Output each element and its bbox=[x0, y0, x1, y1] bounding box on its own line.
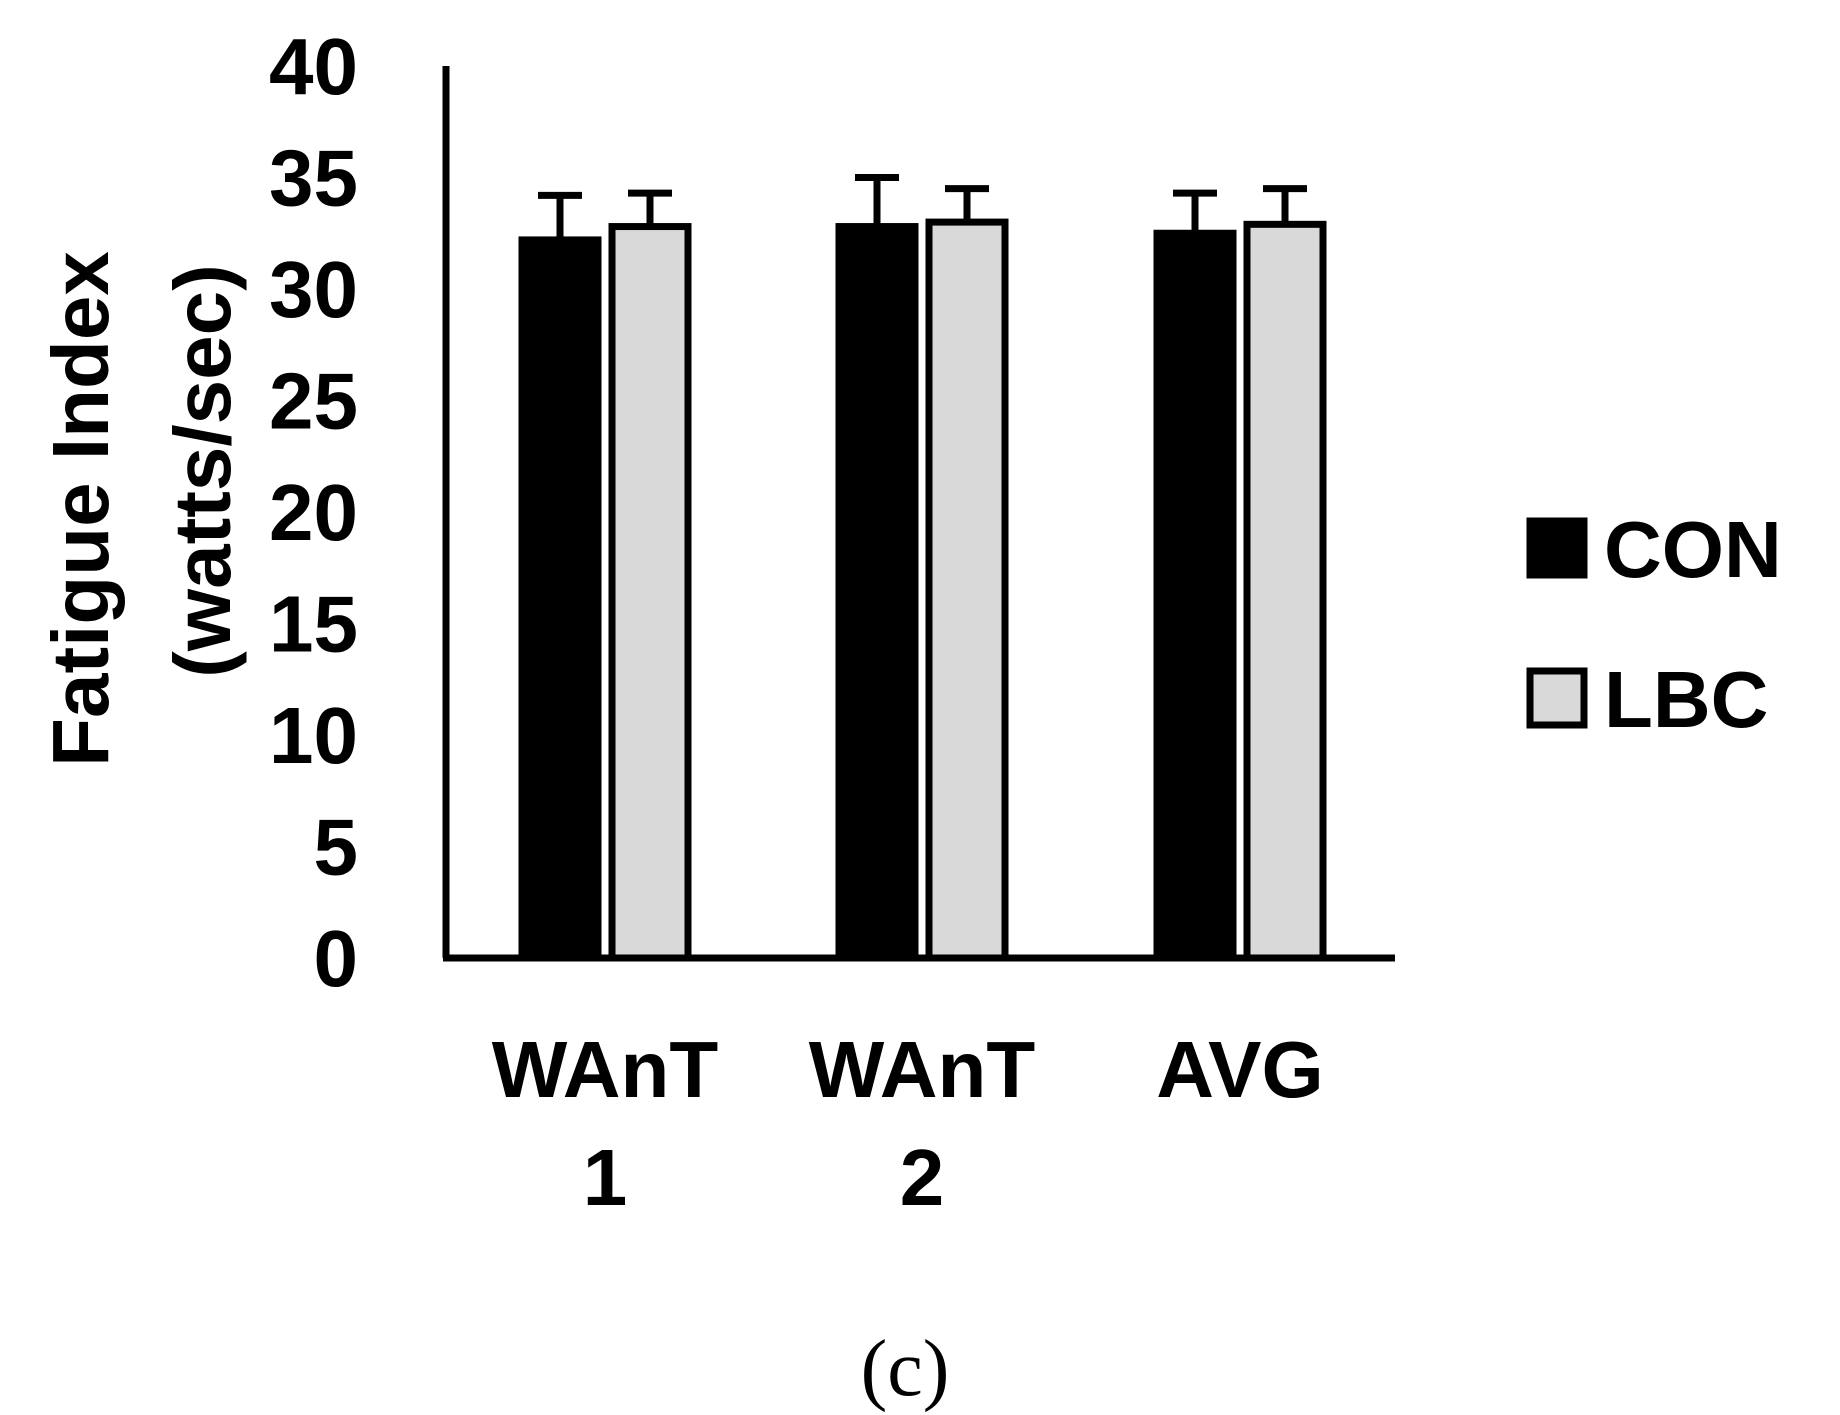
x-tick-label: WAnT bbox=[492, 1025, 719, 1114]
bar-lbc-3 bbox=[1243, 220, 1327, 962]
y-tick-label: 15 bbox=[269, 580, 358, 669]
y-axis-title-line1: Fatigue Index bbox=[36, 251, 125, 767]
legend-swatch-con bbox=[1526, 517, 1588, 579]
x-tick-label: 1 bbox=[583, 1133, 628, 1222]
error-bars bbox=[538, 174, 1307, 240]
x-tick-label: 2 bbox=[900, 1133, 945, 1222]
legend: CON LBC bbox=[1526, 505, 1782, 744]
x-tick-label: AVG bbox=[1156, 1025, 1323, 1114]
y-tick-label: 10 bbox=[269, 691, 358, 780]
y-axis-title-line2: (watts/sec) bbox=[158, 264, 247, 677]
bar-lbc-2 bbox=[925, 218, 1009, 962]
legend-label-lbc: LBC bbox=[1604, 655, 1768, 744]
legend-swatch-lbc bbox=[1526, 667, 1588, 729]
x-tick-labels: WAnT 1 WAnT 2 AVG bbox=[492, 1025, 1324, 1222]
y-tick-label: 0 bbox=[314, 914, 359, 1003]
legend-label-con: CON bbox=[1604, 505, 1782, 594]
y-tick-label: 40 bbox=[269, 22, 358, 111]
bar-con-2 bbox=[835, 223, 919, 962]
bar-lbc-1 bbox=[608, 223, 692, 962]
x-tick-label: WAnT bbox=[809, 1025, 1036, 1114]
y-tick-label: 35 bbox=[269, 134, 358, 223]
bar-con-3 bbox=[1153, 229, 1237, 962]
y-axis-title: Fatigue Index (watts/sec) bbox=[36, 251, 247, 767]
panel-label: (c) bbox=[861, 1325, 950, 1413]
bar-con-1 bbox=[518, 236, 602, 962]
y-tick-label: 20 bbox=[269, 468, 358, 557]
bars bbox=[518, 218, 1327, 962]
y-tick-label: 5 bbox=[314, 803, 359, 892]
y-tick-label: 30 bbox=[269, 245, 358, 334]
y-tick-labels: 0 5 10 15 20 25 30 35 40 bbox=[269, 22, 358, 1003]
y-tick-label: 25 bbox=[269, 357, 358, 446]
